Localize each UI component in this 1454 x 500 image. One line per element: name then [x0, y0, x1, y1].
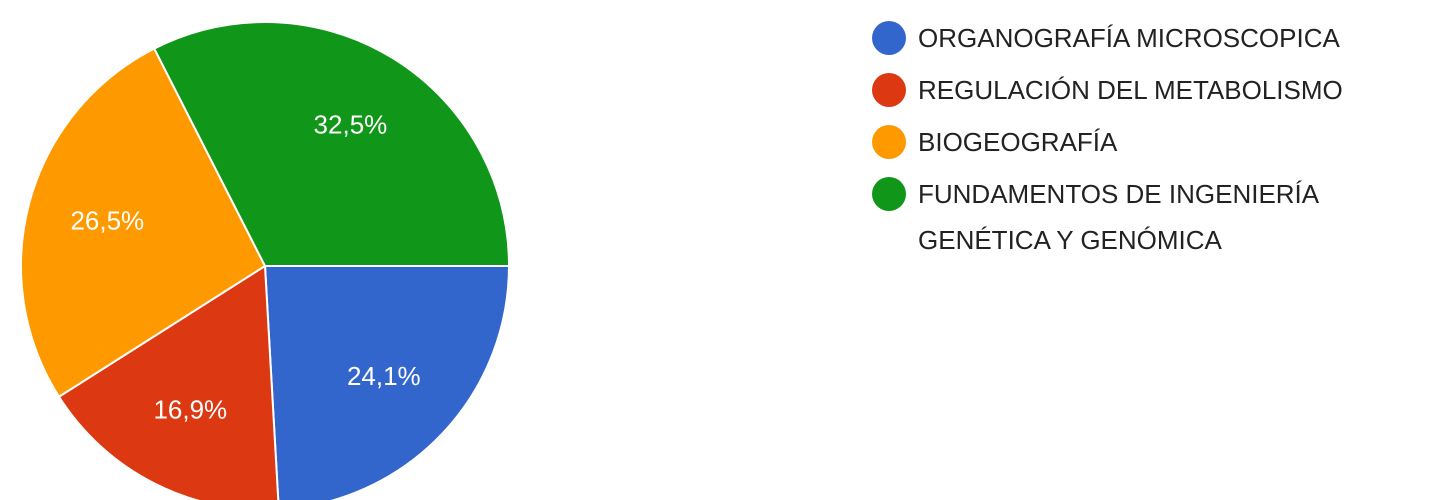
- slice-label: 32,5%: [314, 109, 388, 139]
- legend-marker: [872, 21, 906, 55]
- legend-marker: [872, 73, 906, 107]
- legend-label: FUNDAMENTOS DE INGENIERÍA GENÉTICA Y GEN…: [918, 179, 1318, 255]
- legend-label: REGULACIÓN DEL METABOLISMO: [918, 75, 1343, 105]
- legend-item: FUNDAMENTOS DE INGENIERÍA GENÉTICA Y GEN…: [872, 171, 1454, 263]
- pie-slice: [152, 21, 511, 267]
- legend-item: BIOGEOGRAFÍA: [872, 119, 1454, 165]
- legend-item: REGULACIÓN DEL METABOLISMO: [872, 67, 1454, 113]
- legend-item: ORGANOGRAFÍA MICROSCOPICA: [872, 15, 1454, 61]
- legend: ORGANOGRAFÍA MICROSCOPICA REGULACIÓN DEL …: [872, 15, 1454, 269]
- slice-label: 24,1%: [347, 361, 421, 391]
- slice-label: 16,9%: [153, 394, 227, 424]
- slice-label: 26,5%: [70, 206, 144, 236]
- pie-slice: [263, 265, 511, 500]
- legend-marker: [872, 125, 906, 159]
- pie-slice: [57, 264, 280, 500]
- legend-label: ORGANOGRAFÍA MICROSCOPICA: [918, 23, 1340, 53]
- legend-marker: [872, 177, 906, 211]
- pie-slice: [20, 47, 267, 399]
- legend-label: BIOGEOGRAFÍA: [918, 127, 1118, 157]
